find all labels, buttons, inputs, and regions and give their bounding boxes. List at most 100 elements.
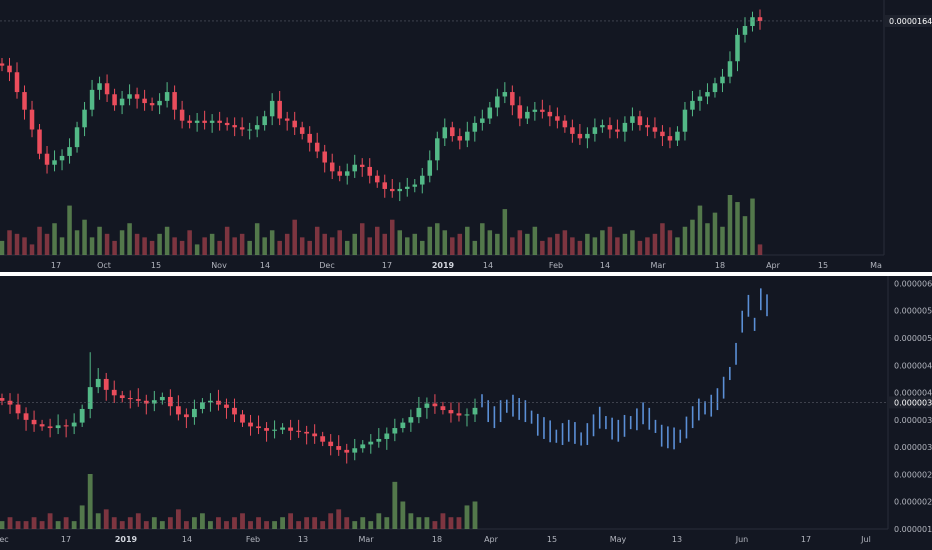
- x-tick-label: 17: [51, 261, 61, 270]
- candle-body: [262, 116, 267, 126]
- volume-bar: [757, 244, 763, 255]
- volume-bar: [272, 521, 277, 529]
- candle-body: [239, 127, 245, 130]
- candle-body: [192, 408, 197, 418]
- candle-body: [314, 142, 320, 152]
- candle-body: [312, 433, 318, 437]
- candle-body: [517, 105, 523, 119]
- candle-body: [705, 92, 710, 97]
- candle-body: [143, 400, 149, 404]
- candle-body: [392, 428, 398, 434]
- candle-body: [82, 109, 87, 128]
- volume-bar: [67, 205, 72, 255]
- volume-bar: [570, 237, 575, 255]
- volume-bar: [456, 517, 462, 529]
- volume-bar: [127, 223, 132, 255]
- volume-bar: [111, 517, 117, 529]
- volume-bar: [31, 517, 37, 529]
- candle-body: [22, 92, 27, 110]
- candle-body: [247, 129, 252, 131]
- volume-bar: [360, 517, 366, 529]
- x-tick-label: Ma: [870, 261, 882, 270]
- candle-body: [97, 83, 102, 90]
- y-tick-label: 0.00000150: [894, 525, 932, 534]
- candle-body: [95, 378, 101, 388]
- volume-bar: [127, 517, 133, 529]
- candle-body: [172, 92, 177, 110]
- x-tick-label: Apr: [766, 261, 781, 270]
- candle-body: [360, 444, 366, 449]
- candle-body: [89, 89, 95, 110]
- candle-body: [232, 407, 237, 415]
- volume-bar: [329, 237, 335, 255]
- volume-bar: [157, 233, 162, 255]
- candle-body: [456, 413, 462, 416]
- x-tick-label: 15: [818, 261, 828, 270]
- candle-body: [304, 431, 310, 434]
- candle-body: [359, 164, 365, 167]
- candle-body: [442, 127, 448, 139]
- y-tick-label: 0.00000200: [894, 498, 932, 507]
- bottom-price-chart[interactable]: 0.00000600 0.00000550 0.00000500 0.00000450…: [0, 276, 932, 550]
- volume-bar: [615, 237, 620, 255]
- candle-body: [727, 61, 733, 77]
- candle-body: [127, 94, 132, 99]
- volume-bar: [487, 230, 493, 255]
- volume-bar: [432, 521, 438, 529]
- y-tick-label: 0.00000500: [894, 334, 932, 343]
- volume-bar: [280, 517, 285, 529]
- volume-bar: [337, 230, 342, 255]
- candle-body: [735, 34, 740, 62]
- volume-bar: [328, 513, 334, 529]
- candle-body: [697, 96, 703, 101]
- x-tick-label: Dec: [319, 261, 334, 270]
- volume-bar: [400, 501, 406, 529]
- volume-bar: [472, 501, 478, 529]
- candle-body: [397, 188, 403, 192]
- x-tick-label: 15: [151, 261, 161, 270]
- volume-bar: [314, 226, 320, 255]
- candle-body: [224, 404, 229, 408]
- candle-body: [600, 125, 605, 128]
- candle-body: [622, 122, 628, 132]
- candle-body: [416, 407, 422, 418]
- volume-bar: [502, 209, 508, 255]
- top-price-chart[interactable]: 0.000017000.000016000.000015000.00001400…: [0, 0, 932, 272]
- volume-bar: [277, 240, 282, 255]
- x-tick-label: Mar: [358, 535, 374, 544]
- candle-body: [384, 433, 390, 439]
- volume-bar: [55, 521, 61, 529]
- volume-bar: [408, 513, 414, 529]
- candle-body: [555, 116, 560, 121]
- candle-body: [127, 398, 133, 400]
- volume-bar: [645, 237, 650, 255]
- volume-bar: [577, 240, 583, 255]
- volume-bar: [224, 521, 229, 529]
- y-tick-label: 0.00000250: [894, 470, 932, 479]
- candle-body: [175, 406, 181, 415]
- volume-bar: [296, 521, 302, 529]
- candle-body: [240, 414, 245, 423]
- candle-body: [562, 120, 568, 128]
- candle-body: [448, 410, 454, 414]
- volume-bar: [37, 226, 42, 255]
- volume-bar: [224, 226, 230, 255]
- last-price-label: 0.00001643: [889, 17, 932, 26]
- volume-bar: [465, 226, 470, 255]
- candle-body: [577, 133, 583, 139]
- volume-bar: [667, 230, 673, 255]
- volume-bar: [562, 230, 568, 255]
- candle-body: [307, 133, 312, 143]
- x-tick-label: 14: [260, 261, 270, 270]
- volume-bar: [652, 233, 658, 255]
- volume-bar: [368, 521, 374, 529]
- candle-body: [525, 111, 530, 119]
- candle-body: [15, 404, 21, 414]
- candle-body: [142, 98, 147, 104]
- volume-bar: [555, 233, 560, 255]
- candle-body: [464, 414, 470, 416]
- volume-bar: [384, 517, 390, 529]
- panel-separator[interactable]: [0, 272, 932, 276]
- volume-bar: [382, 233, 388, 255]
- volume-bar: [175, 509, 181, 529]
